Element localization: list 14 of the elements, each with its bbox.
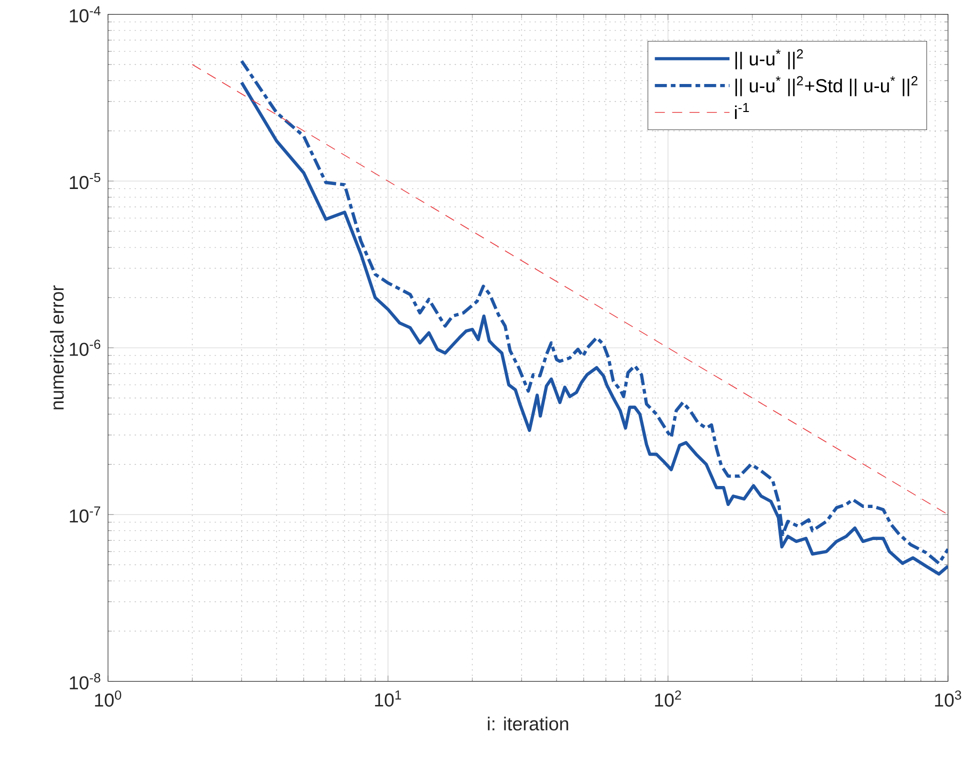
y-tick-label: 10$^{-7}$ — [70, 506, 100, 522]
x-axis-title: i: iteration — [488, 716, 568, 730]
y-axis-title: numerical error — [50, 285, 64, 410]
x-tick-label: 10$^{2}$ — [655, 690, 682, 707]
x-tick-label: 10$^{3}$ — [935, 690, 962, 707]
y-tick-label: 10$^{-5}$ — [70, 172, 100, 189]
x-tick-label: 10$^{0}$ — [95, 690, 122, 707]
y-tick-label: 10$^{-4}$ — [70, 6, 100, 22]
legend-label: i$^{-1}$ — [735, 102, 749, 119]
y-tick-label: 10$^{-8}$ — [70, 673, 100, 690]
y-tick-label: 10$^{-6}$ — [70, 340, 100, 356]
legend-label: || u-u$^{*}$ ||$^{2}$+Std || u-u$^{*}$ ||$^{2}$ — [735, 76, 918, 96]
x-tick-label: 10$^{1}$ — [375, 690, 402, 706]
legend-label: || u-u$^{*}$ ||$^{2}$ — [735, 49, 803, 70]
